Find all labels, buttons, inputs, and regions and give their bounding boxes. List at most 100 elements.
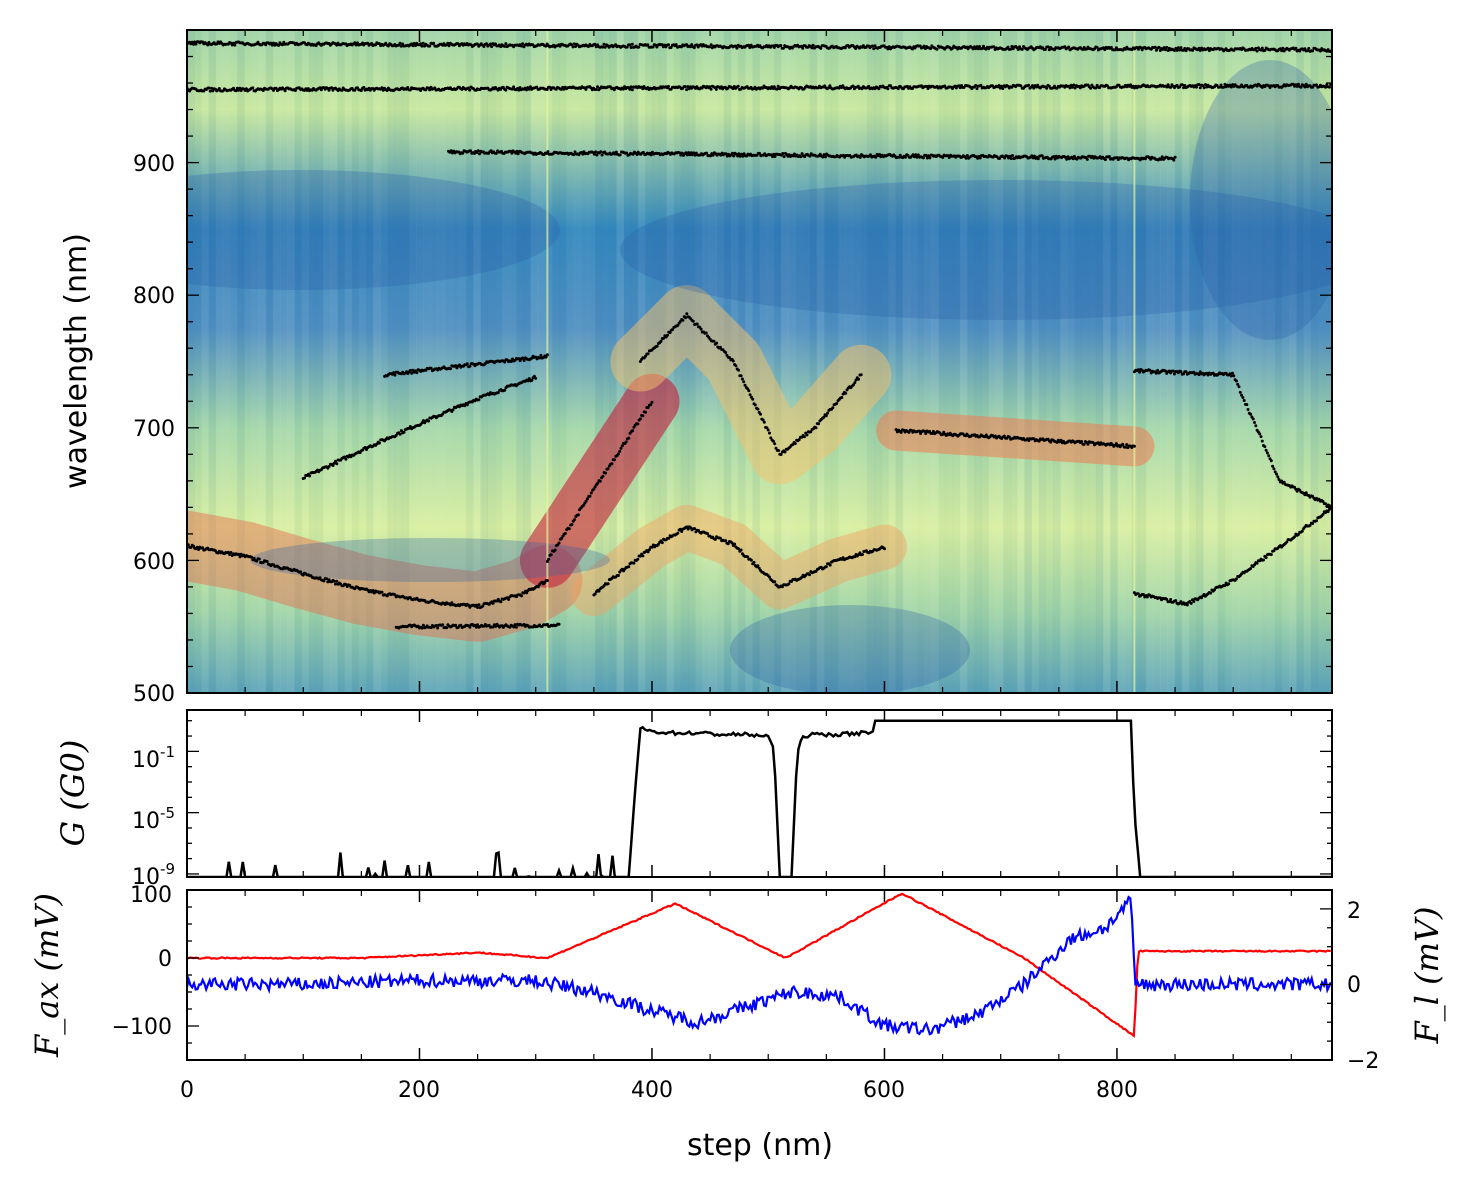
peak-marker (1114, 442, 1118, 446)
peak-marker (237, 552, 241, 556)
heatmap-column (480, 30, 489, 693)
x-tick-800: 800 (1096, 1078, 1138, 1103)
heatmap-column (587, 30, 596, 693)
peak-marker (476, 149, 480, 153)
peak-marker (630, 42, 634, 46)
peak-marker (730, 151, 734, 155)
peak-marker (465, 362, 469, 366)
heatmap-column (215, 30, 224, 693)
heatmap-column (544, 30, 553, 693)
peak-marker (1255, 561, 1259, 565)
peak-marker (1040, 154, 1044, 158)
peak-marker (570, 523, 574, 527)
peak-marker (709, 154, 712, 158)
peak-marker (1202, 86, 1206, 90)
heatmap-column (294, 30, 302, 693)
peak-marker (647, 548, 651, 552)
peak-marker (802, 435, 806, 439)
peak-marker (1031, 84, 1034, 88)
peak-marker (1169, 85, 1173, 89)
peak-marker (724, 539, 728, 543)
peak-marker (853, 555, 857, 559)
peak-marker (1125, 443, 1129, 447)
peak-marker (436, 626, 440, 630)
peak-marker (1325, 83, 1329, 87)
peak-marker (1160, 155, 1164, 159)
peak-marker (886, 47, 890, 51)
peak-marker (1185, 603, 1189, 607)
peak-marker (777, 449, 781, 452)
x-tick-labels: 0 200 400 600 800 (180, 1078, 1138, 1103)
peak-marker (449, 603, 452, 607)
peak-marker (843, 46, 847, 50)
peak-marker (1218, 85, 1222, 89)
peak-marker (398, 432, 402, 436)
peak-marker (731, 359, 735, 363)
peak-marker (1271, 464, 1275, 468)
peak-marker (666, 333, 669, 337)
peak-marker (1192, 600, 1196, 603)
peak-marker (616, 574, 620, 577)
peak-marker (651, 45, 655, 49)
peak-marker (335, 462, 339, 466)
peak-marker (718, 536, 722, 540)
peak-marker (299, 570, 303, 574)
heatmap-column (816, 30, 825, 693)
peak-marker (1236, 382, 1240, 386)
peak-marker (374, 43, 377, 47)
peak-marker (399, 44, 403, 48)
heatmap-column (330, 30, 338, 693)
peak-marker (238, 555, 242, 559)
y-tick-900: 900 (133, 152, 175, 177)
peak-marker (1324, 85, 1327, 89)
heatmap-column (251, 30, 260, 693)
peak-marker (226, 550, 230, 554)
peak-marker (528, 85, 532, 89)
heatmap-column (1031, 30, 1039, 693)
peak-marker (598, 479, 602, 483)
peak-marker (1123, 445, 1127, 449)
peak-marker (257, 557, 261, 561)
peak-marker (468, 364, 472, 368)
peak-marker (1136, 592, 1140, 596)
peak-marker (526, 379, 530, 383)
peak-marker (627, 565, 631, 569)
x-axis-label: step (nm) (687, 1128, 833, 1163)
peak-marker (584, 499, 588, 503)
heatmap-column (265, 30, 274, 693)
peak-marker (814, 426, 818, 430)
g-tick-1e-5: 10-5 (132, 804, 175, 834)
peak-marker (1174, 599, 1178, 603)
peak-marker (1085, 157, 1089, 161)
peak-marker (704, 331, 708, 335)
peak-marker (210, 86, 213, 90)
peak-marker (1009, 157, 1013, 160)
peak-marker (877, 87, 881, 91)
force-left-axis-label: F_ax (mV) (28, 893, 66, 1058)
peak-marker (680, 151, 684, 155)
peak-marker (692, 151, 696, 155)
peak-marker (1103, 48, 1107, 52)
peak-marker (353, 41, 357, 45)
peak-marker (1304, 491, 1308, 495)
peak-marker (1258, 432, 1262, 436)
peak-marker (1304, 82, 1308, 86)
heatmap-column (1067, 30, 1075, 693)
peak-marker (1253, 563, 1256, 567)
peak-marker (414, 44, 417, 48)
peak-marker (408, 88, 412, 92)
peak-marker (691, 319, 695, 323)
peak-marker (308, 474, 312, 478)
heatmap-column (258, 30, 267, 693)
peak-marker (914, 153, 918, 157)
peak-marker (1008, 154, 1012, 158)
peak-marker (1262, 558, 1265, 562)
x-tick-200: 200 (398, 1078, 440, 1103)
heatmap-column (1060, 30, 1068, 693)
axis-ticks (186, 29, 1332, 1061)
peak-marker (685, 153, 689, 157)
peak-marker (896, 87, 900, 91)
peak-marker (485, 42, 488, 46)
peak-marker (931, 429, 935, 433)
spectrum-heatmap (187, 30, 1332, 693)
